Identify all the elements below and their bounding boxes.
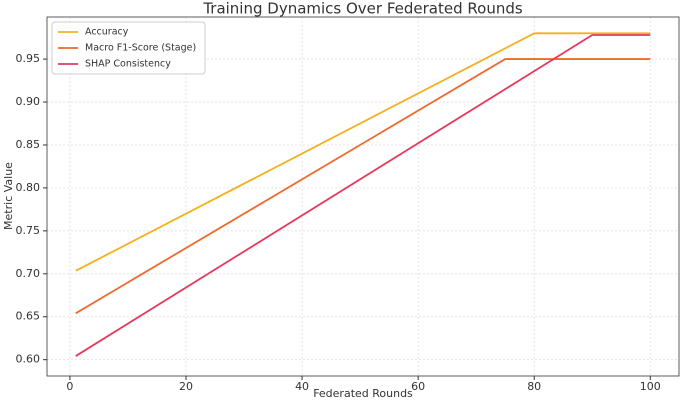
y-axis-label: Metric Value (2, 162, 15, 230)
y-tick-label: 0.85 (16, 138, 41, 151)
plot-frame (46, 16, 680, 377)
x-axis-label: Federated Rounds (313, 387, 413, 400)
legend-label: SHAP Consistency (85, 59, 171, 70)
y-tick-label: 0.90 (16, 95, 41, 108)
legend-label: Macro F1-Score (Stage) (85, 43, 196, 54)
x-tick-label: 0 (66, 380, 73, 393)
x-tick-label: 60 (411, 380, 425, 393)
legend-box (51, 21, 206, 75)
y-tick-label: 0.75 (16, 224, 41, 237)
x-tick-label: 80 (527, 380, 541, 393)
chart-title: Training Dynamics Over Federated Rounds (202, 0, 523, 18)
y-tick-label: 0.80 (16, 181, 41, 194)
x-tick-label: 40 (295, 380, 309, 393)
x-tick-label: 20 (179, 380, 193, 393)
series-line (75, 32, 651, 272)
legend-label: Accuracy (85, 27, 129, 38)
y-tick-label: 0.65 (16, 310, 41, 323)
y-tick-label: 0.70 (16, 267, 41, 280)
legend: Accuracy Macro F1-Score (Stage) SHAP Consi… (51, 21, 206, 75)
x-tick-label: 100 (640, 380, 661, 393)
series-line (75, 34, 651, 357)
y-tick-label: 0.60 (16, 353, 41, 366)
y-tick-label: 0.95 (16, 52, 41, 65)
series-line (75, 58, 651, 315)
